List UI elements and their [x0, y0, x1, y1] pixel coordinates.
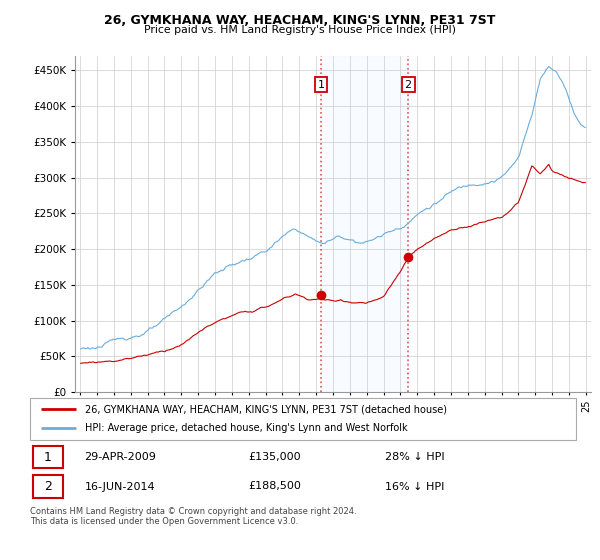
Text: Price paid vs. HM Land Registry's House Price Index (HPI): Price paid vs. HM Land Registry's House …: [144, 25, 456, 35]
Text: 2: 2: [44, 480, 52, 493]
Text: 16-JUN-2014: 16-JUN-2014: [85, 482, 155, 492]
Text: 2: 2: [404, 80, 412, 90]
Text: HPI: Average price, detached house, King's Lynn and West Norfolk: HPI: Average price, detached house, King…: [85, 423, 407, 433]
Text: 16% ↓ HPI: 16% ↓ HPI: [385, 482, 444, 492]
Text: £188,500: £188,500: [248, 482, 301, 492]
FancyBboxPatch shape: [33, 446, 63, 468]
Text: 29-APR-2009: 29-APR-2009: [85, 452, 157, 462]
Text: 26, GYMKHANA WAY, HEACHAM, KING'S LYNN, PE31 7ST: 26, GYMKHANA WAY, HEACHAM, KING'S LYNN, …: [104, 14, 496, 27]
Text: 1: 1: [317, 80, 325, 90]
Text: 28% ↓ HPI: 28% ↓ HPI: [385, 452, 445, 462]
Text: 26, GYMKHANA WAY, HEACHAM, KING'S LYNN, PE31 7ST (detached house): 26, GYMKHANA WAY, HEACHAM, KING'S LYNN, …: [85, 404, 446, 414]
Text: Contains HM Land Registry data © Crown copyright and database right 2024.
This d: Contains HM Land Registry data © Crown c…: [30, 507, 356, 526]
Text: 1: 1: [44, 451, 52, 464]
Text: £135,000: £135,000: [248, 452, 301, 462]
FancyBboxPatch shape: [33, 475, 63, 498]
Bar: [321, 56, 408, 392]
